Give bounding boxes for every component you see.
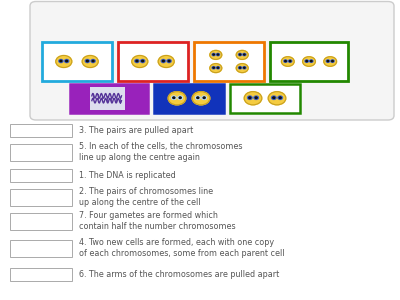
Circle shape <box>239 67 241 68</box>
Circle shape <box>192 92 210 105</box>
Bar <box>90 87 125 110</box>
Circle shape <box>197 97 199 98</box>
Bar <box>10 124 72 136</box>
Circle shape <box>327 61 329 62</box>
Circle shape <box>254 96 258 99</box>
Text: 4. Two new cells are formed, each with one copy
of each chromosomes, some from e: 4. Two new cells are formed, each with o… <box>79 238 285 259</box>
Text: 6. The arms of the chromosomes are pulled apart: 6. The arms of the chromosomes are pulle… <box>79 270 280 279</box>
Circle shape <box>243 67 246 69</box>
Circle shape <box>331 60 334 62</box>
Circle shape <box>162 60 164 62</box>
Text: 7. Four gametes are formed which
contain half the number chromosomes: 7. Four gametes are formed which contain… <box>79 211 236 232</box>
Circle shape <box>140 59 145 63</box>
Circle shape <box>168 60 170 62</box>
Circle shape <box>161 59 166 63</box>
Circle shape <box>210 64 222 73</box>
Circle shape <box>306 61 308 62</box>
Circle shape <box>272 96 276 99</box>
Bar <box>270 42 348 81</box>
Bar <box>10 213 72 230</box>
Circle shape <box>326 60 330 62</box>
Circle shape <box>305 60 308 62</box>
Circle shape <box>288 60 292 62</box>
Circle shape <box>216 67 220 69</box>
Circle shape <box>303 57 316 66</box>
Circle shape <box>238 67 242 69</box>
Circle shape <box>285 61 286 62</box>
Circle shape <box>273 97 275 98</box>
Circle shape <box>179 97 181 98</box>
Circle shape <box>66 60 68 62</box>
Circle shape <box>210 50 222 59</box>
Circle shape <box>60 60 62 62</box>
Bar <box>230 84 300 112</box>
Text: 5. In each of the cells, the chromosomes
line up along the centre again: 5. In each of the cells, the chromosomes… <box>79 142 243 163</box>
Circle shape <box>279 97 281 98</box>
Circle shape <box>243 53 246 56</box>
Bar <box>10 268 72 280</box>
Circle shape <box>310 60 313 62</box>
Circle shape <box>168 92 186 105</box>
Bar <box>70 84 148 112</box>
Bar <box>10 240 72 256</box>
Text: 2. The pairs of chromosomes line
up along the centre of the cell: 2. The pairs of chromosomes line up alon… <box>79 187 213 208</box>
Circle shape <box>217 67 219 68</box>
Circle shape <box>278 96 282 99</box>
Circle shape <box>86 60 88 62</box>
Circle shape <box>249 97 251 98</box>
Circle shape <box>132 56 148 68</box>
Circle shape <box>167 59 171 63</box>
Circle shape <box>91 59 95 63</box>
Bar <box>118 42 188 81</box>
Circle shape <box>236 64 248 73</box>
Circle shape <box>310 61 312 62</box>
Circle shape <box>202 96 206 99</box>
Circle shape <box>282 57 294 66</box>
Circle shape <box>324 57 337 66</box>
Circle shape <box>142 60 144 62</box>
Circle shape <box>212 53 215 56</box>
Circle shape <box>255 97 257 98</box>
FancyBboxPatch shape <box>30 2 394 120</box>
Circle shape <box>236 50 248 59</box>
Circle shape <box>238 53 242 56</box>
Circle shape <box>268 92 286 105</box>
Circle shape <box>196 96 200 99</box>
Circle shape <box>213 54 214 55</box>
Circle shape <box>244 67 245 68</box>
Circle shape <box>59 59 63 63</box>
Bar <box>154 84 224 112</box>
Circle shape <box>178 96 182 99</box>
Circle shape <box>332 61 333 62</box>
Circle shape <box>212 67 215 69</box>
Circle shape <box>203 97 205 98</box>
Circle shape <box>173 97 175 98</box>
Circle shape <box>56 56 72 68</box>
Circle shape <box>85 59 89 63</box>
Circle shape <box>216 53 220 56</box>
Text: 1. The DNA is replicated: 1. The DNA is replicated <box>79 171 176 180</box>
Circle shape <box>239 54 241 55</box>
Circle shape <box>65 59 69 63</box>
Circle shape <box>136 60 138 62</box>
Circle shape <box>284 60 287 62</box>
Bar <box>10 169 72 182</box>
Circle shape <box>244 54 245 55</box>
Bar <box>10 189 72 206</box>
Circle shape <box>213 67 214 68</box>
Circle shape <box>158 56 174 68</box>
Circle shape <box>92 60 94 62</box>
Bar <box>194 42 264 81</box>
Circle shape <box>289 61 291 62</box>
Circle shape <box>135 59 139 63</box>
Bar <box>42 42 112 81</box>
Circle shape <box>82 56 98 68</box>
Bar <box>10 144 72 160</box>
Circle shape <box>248 96 252 99</box>
Circle shape <box>217 54 219 55</box>
Circle shape <box>172 96 176 99</box>
Circle shape <box>244 92 262 105</box>
Text: 3. The pairs are pulled apart: 3. The pairs are pulled apart <box>79 126 194 135</box>
